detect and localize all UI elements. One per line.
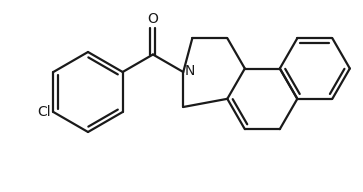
Text: Cl: Cl [38, 105, 51, 119]
Text: O: O [147, 12, 158, 26]
Text: N: N [184, 64, 195, 78]
